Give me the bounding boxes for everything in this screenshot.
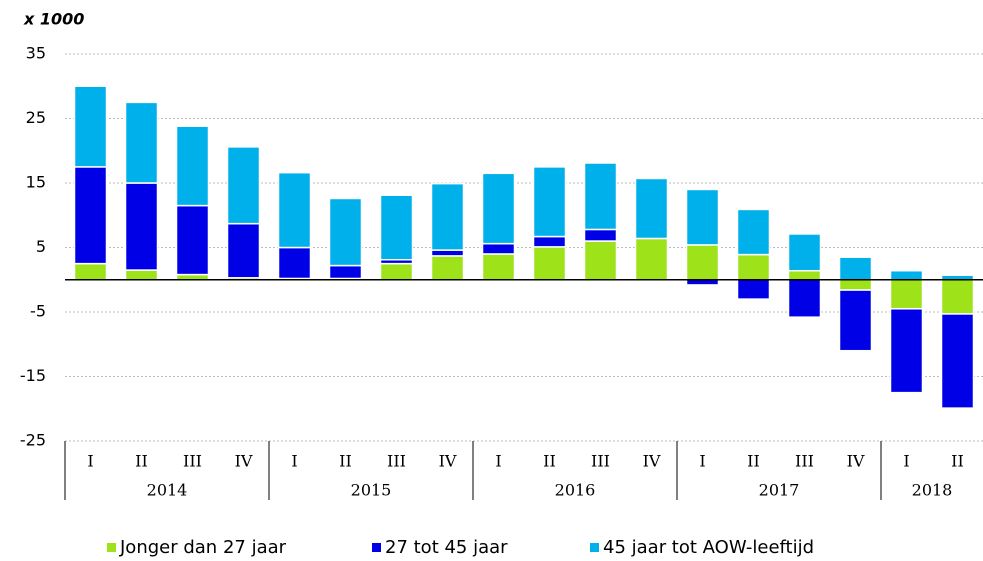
y-tick-label: 5 xyxy=(36,237,46,256)
bar-segment xyxy=(532,246,567,281)
legend-swatch xyxy=(590,543,599,552)
group-label: 2014 xyxy=(147,481,188,500)
bar-segment xyxy=(379,194,414,261)
bar-segment xyxy=(532,235,567,248)
x-tick-label: IV xyxy=(235,452,253,471)
x-tick-label: II xyxy=(339,452,352,471)
bar-segment xyxy=(175,273,210,281)
x-tick-label: III xyxy=(387,452,406,471)
bar-segment xyxy=(175,204,210,276)
bar-segment xyxy=(838,289,873,352)
bar-segment xyxy=(430,255,465,281)
x-tick-label: III xyxy=(795,452,814,471)
bar-segment xyxy=(73,166,108,265)
bar-segment xyxy=(226,222,261,279)
x-tick-label: I xyxy=(903,452,909,471)
legend-label: 27 tot 45 jaar xyxy=(385,537,508,558)
bar-segment xyxy=(430,182,465,251)
x-tick-label: I xyxy=(291,452,297,471)
x-tick-label: II xyxy=(951,452,964,471)
x-tick-label: IV xyxy=(847,452,865,471)
unit-label: x 1000 xyxy=(23,10,84,29)
legend-label: Jonger dan 27 jaar xyxy=(119,537,287,558)
x-tick-label: III xyxy=(183,452,202,471)
bar-segment xyxy=(685,244,720,281)
x-tick-label: II xyxy=(747,452,760,471)
x-tick-label: IV xyxy=(439,452,457,471)
bar-segment xyxy=(889,279,924,310)
bar-segment xyxy=(583,228,618,242)
bar-segment xyxy=(787,233,822,272)
y-tick-label: 25 xyxy=(26,108,46,127)
bar-segment xyxy=(583,240,618,281)
y-tick-label: -15 xyxy=(20,366,46,385)
group-label: 2015 xyxy=(351,481,392,500)
x-tick-label: II xyxy=(135,452,148,471)
bar-segment xyxy=(940,279,975,315)
x-tick-label: IV xyxy=(643,452,661,471)
group-label: 2016 xyxy=(555,481,596,500)
bar-segment xyxy=(634,177,669,240)
bar-segment xyxy=(685,188,720,246)
bar-segment xyxy=(328,264,363,280)
group-label: 2018 xyxy=(912,481,953,500)
legend-label: 45 jaar tot AOW-leeftijd xyxy=(603,537,814,558)
bar-segment xyxy=(73,85,108,168)
bar-segment xyxy=(583,162,618,231)
x-tick-label: I xyxy=(699,452,705,471)
bar-segment xyxy=(379,262,414,281)
bar-segment xyxy=(481,242,516,255)
x-tick-label: II xyxy=(543,452,556,471)
x-tick-label: III xyxy=(591,452,610,471)
bar-segment xyxy=(277,171,312,249)
legend-swatch xyxy=(372,543,381,552)
bar-segment xyxy=(124,101,159,184)
y-tick-label: 35 xyxy=(26,44,46,63)
legend-swatch xyxy=(107,543,116,552)
bar-segment xyxy=(277,246,312,280)
bar-segment xyxy=(124,269,159,281)
bar-segment xyxy=(430,249,465,257)
y-tick-label: 15 xyxy=(26,173,46,192)
bar-segment xyxy=(124,182,159,271)
x-tick-label: I xyxy=(495,452,501,471)
bar-segment xyxy=(736,208,771,256)
bar-segment xyxy=(889,269,924,281)
group-label: 2017 xyxy=(759,481,800,500)
y-tick-label: -25 xyxy=(20,431,46,450)
bar-segment xyxy=(787,269,822,281)
bar-segment xyxy=(481,253,516,281)
y-tick-label: -5 xyxy=(30,302,46,321)
bar-segment xyxy=(328,197,363,267)
bar-segment xyxy=(226,146,261,225)
x-tick-label: I xyxy=(87,452,93,471)
bar-segment xyxy=(481,172,516,245)
bar-segment xyxy=(73,262,108,281)
bar-segment xyxy=(838,256,873,281)
bar-segment xyxy=(736,279,771,300)
bar-segment xyxy=(940,313,975,409)
bar-segment xyxy=(634,237,669,281)
bar-segment xyxy=(685,279,720,286)
bar-segment xyxy=(889,308,924,394)
bar-segment xyxy=(736,253,771,281)
bar-segment xyxy=(175,125,210,207)
bar-segment xyxy=(838,279,873,291)
bar-segment xyxy=(532,166,567,238)
bar-segment xyxy=(787,279,822,318)
